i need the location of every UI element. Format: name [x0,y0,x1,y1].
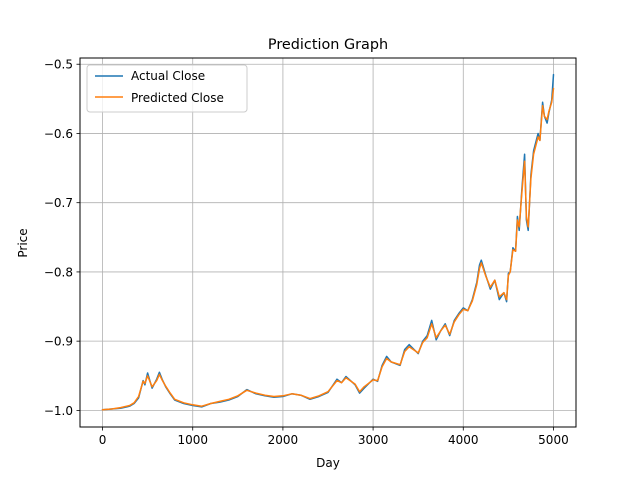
y-axis-label: Price [16,228,30,257]
chart-title: Prediction Graph [268,37,388,53]
ticks: 0 1000 2000 3000 4000 5000 −1.0 −0.9 −0.8 −0.7 −0.… [44,58,569,447]
y-tick-label: −0.5 [44,58,73,72]
x-tick-label: 5000 [538,433,569,447]
y-tick-label: −0.8 [44,265,73,279]
series-line-predicted [101,87,555,411]
y-tick-label: −0.9 [44,335,73,349]
x-tick-label: 1000 [177,433,208,447]
legend-box [86,64,248,113]
x-tick-label: 0 [99,433,107,447]
grid [80,58,576,427]
x-tick-label: 4000 [448,433,479,447]
legend-label-predicted: Predicted Close [131,91,224,105]
plot-frame [79,57,577,428]
series-lines [101,73,555,411]
x-axis-label: Day [316,456,340,470]
y-tick-label: −0.6 [44,127,73,141]
y-tick-label: −0.7 [44,196,73,210]
x-tick-label: 3000 [358,433,389,447]
legend-label-actual: Actual Close [131,69,205,83]
x-tick-label: 2000 [268,433,299,447]
legend: Actual Close Predicted Close [86,64,248,113]
y-tick-label: −1.0 [44,404,73,418]
